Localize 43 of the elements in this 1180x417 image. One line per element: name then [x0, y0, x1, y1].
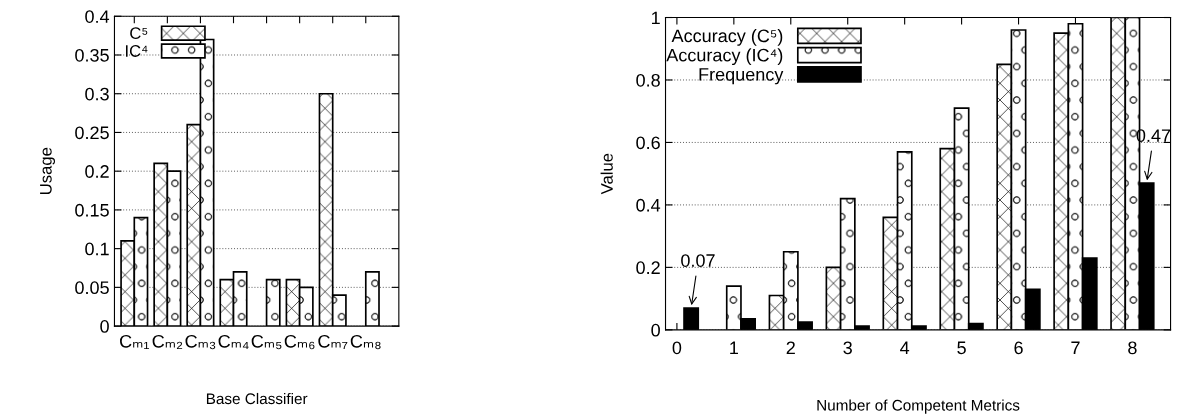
legend-label: C⁵: [130, 27, 148, 40]
x-tick-label: Cₘ₂: [152, 334, 183, 350]
x-tick-label: 7: [1071, 341, 1080, 355]
y-tick-label: 0.4: [636, 198, 661, 212]
x-tick-label: 3: [843, 341, 852, 355]
legend-label: Accuracy (C⁵): [671, 28, 783, 46]
y-axis-title: Value: [600, 153, 613, 195]
x-tick-label: 0: [672, 341, 682, 355]
y-tick-label: 0.3: [85, 87, 109, 101]
legend-label: Frequency: [699, 68, 784, 85]
x-tick-label: 8: [1128, 341, 1137, 355]
y-tick-label: 0.6: [636, 136, 660, 150]
y-tick-label: 0.4: [85, 10, 110, 23]
y-tick-label: 1: [652, 11, 660, 25]
y-tick-label: 0.8: [636, 73, 660, 87]
x-tick-label: Cₘ₇: [318, 334, 348, 350]
x-axis-title: Base Classifier: [206, 392, 308, 405]
y-tick-label: 0.2: [85, 165, 109, 178]
y-tick-label: 0.05: [75, 281, 109, 295]
x-tick-label: Cₘ₄: [218, 334, 249, 350]
y-tick-label: 0.25: [75, 126, 109, 140]
x-tick-label: Cₘ₈: [350, 334, 381, 350]
legend-label: Accuracy (IC⁴): [666, 48, 783, 66]
x-tick-label: 5: [957, 341, 966, 355]
bar: [683, 307, 700, 330]
x-tick-label: Cₘ₃: [185, 334, 216, 350]
y-tick-label: 0.1: [85, 242, 109, 256]
y-tick-label: 0.35: [75, 48, 109, 62]
x-tick-label: 6: [1014, 341, 1023, 355]
y-tick-label: 0: [651, 323, 660, 337]
y-tick-label: 0.15: [75, 203, 109, 217]
x-axis-title: Number of Competent Metrics: [817, 399, 1020, 414]
x-tick-label: Cₘ₆: [284, 334, 315, 350]
y-axis-title: Usage: [40, 147, 56, 194]
y-tick-label: 0.2: [636, 261, 660, 275]
legend-label: IC⁴: [126, 45, 148, 57]
x-tick-label: Cₘ₅: [251, 334, 282, 350]
x-tick-label: 1: [730, 341, 738, 355]
x-tick-label: 4: [900, 341, 910, 355]
x-tick-label: Cₘ₁: [120, 334, 150, 350]
x-tick-label: 2: [786, 341, 795, 355]
annotation: 0.07: [681, 254, 715, 267]
y-tick-label: 0: [100, 320, 109, 333]
